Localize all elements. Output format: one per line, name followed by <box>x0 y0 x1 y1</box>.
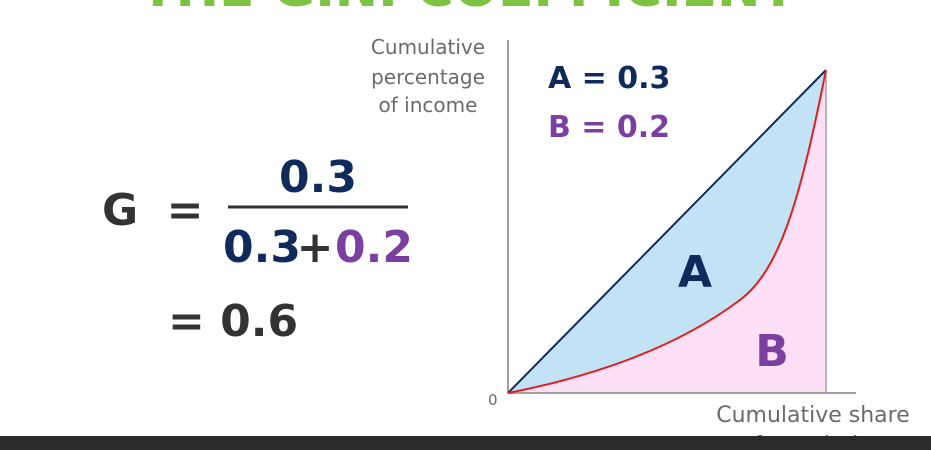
title: THE GINI COEFFICIENT <box>140 0 796 19</box>
denominator-plus: + <box>297 222 334 273</box>
region-b-fill <box>508 70 826 393</box>
formula-lhs: G <box>102 185 138 236</box>
denominator-first: 0.3 <box>223 222 301 273</box>
formula-equals: = <box>167 185 204 236</box>
numerator: 0.3 <box>279 152 357 203</box>
equality-line <box>507 69 827 394</box>
lorenz-curve <box>507 69 827 394</box>
region-b-label: B <box>755 326 789 377</box>
legend-b: B = 0.2 <box>548 110 670 145</box>
x-axis-label: Cumulative share <box>716 403 910 428</box>
formula-result: = 0.6 <box>168 296 298 347</box>
y-axis-label: of income <box>379 93 478 117</box>
region-a-label: A <box>678 247 712 298</box>
legend-a: A = 0.3 <box>548 61 670 96</box>
y-axis-label: Cumulative <box>371 35 485 59</box>
denominator-second: 0.2 <box>335 222 413 273</box>
video-control-bar[interactable] <box>0 436 931 450</box>
origin-label: 0 <box>488 391 498 409</box>
y-axis-label: percentage <box>371 65 485 89</box>
